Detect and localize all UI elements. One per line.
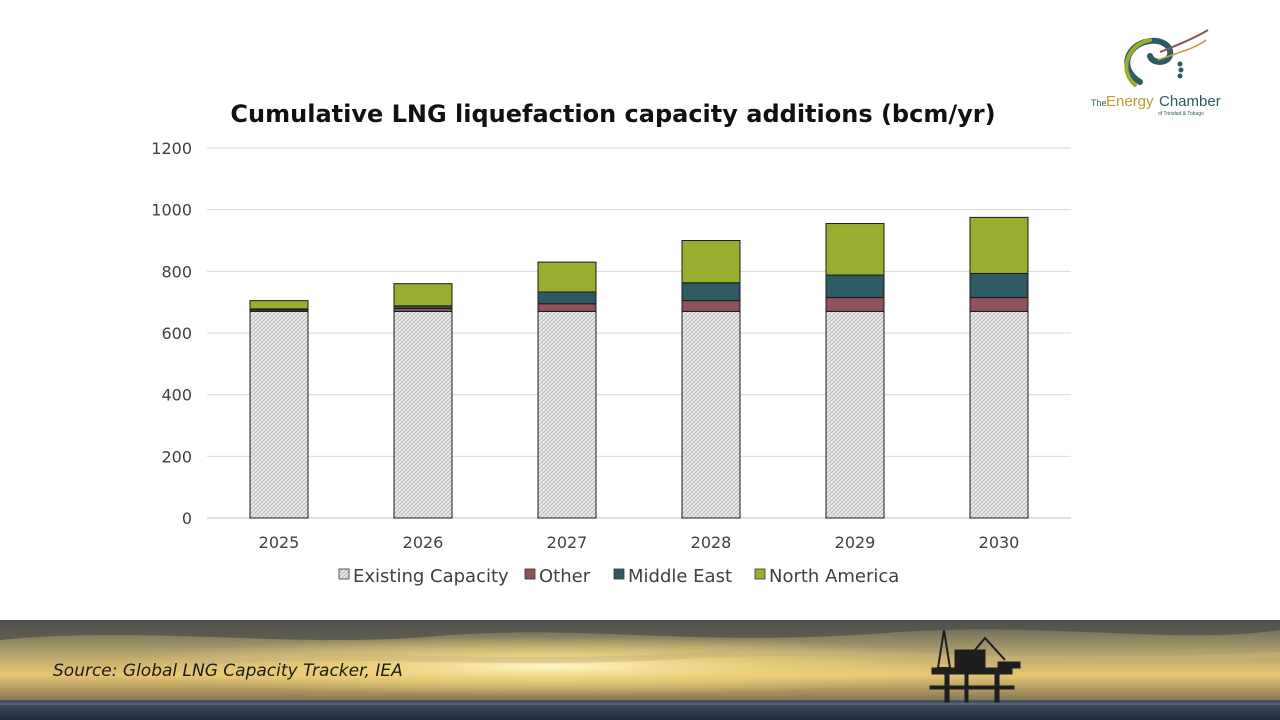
y-tick-label: 200 [161, 447, 192, 466]
footer-banner: Source: Global LNG Capacity Tracker, IEA [0, 620, 1280, 720]
legend-label-north-america: North America [769, 566, 899, 587]
source-note: Source: Global LNG Capacity Tracker, IEA [53, 661, 403, 681]
bar-segment-middle_east-2028 [681, 282, 741, 302]
bar-segment-other-2029 [825, 297, 885, 312]
x-tick-label: 2026 [403, 533, 444, 552]
legend: Existing Capacity Other Middle East Nort… [338, 566, 899, 587]
bar-segment-middle_east-2029 [825, 274, 885, 299]
x-tick-label: 2027 [547, 533, 588, 552]
y-tick-label: 1000 [151, 201, 192, 220]
bar-segment-north_america-2029 [825, 223, 885, 276]
oil-rig-icon [929, 629, 1021, 703]
x-tick-label: 2025 [259, 533, 300, 552]
bar-segment-existing-2030 [969, 310, 1029, 519]
bar-segment-existing-2029 [825, 310, 885, 519]
bar-segment-other-2030 [969, 297, 1029, 312]
x-axis-ticks: 2025 2026 2027 2028 2029 2030 [259, 533, 1020, 552]
bar-segment-middle_east-2030 [969, 272, 1029, 299]
x-tick-label: 2028 [691, 533, 732, 552]
legend-label-existing: Existing Capacity [353, 566, 509, 587]
legend-swatch-existing [338, 568, 350, 580]
bar-segment-north_america-2027 [537, 261, 597, 293]
y-tick-label: 1200 [151, 139, 192, 158]
logo-text-chamber: Chamber [1159, 93, 1221, 110]
energy-chamber-logo: The Energy Chamber of Trinidad & Tobago [1091, 29, 1221, 117]
legend-swatch-north-america [754, 568, 766, 580]
bar-segment-existing-2028 [681, 310, 741, 519]
bars [249, 216, 1029, 519]
bar-segment-north_america-2025 [249, 300, 309, 310]
bar-segment-north_america-2028 [681, 240, 741, 284]
bar-segment-north_america-2026 [393, 283, 453, 307]
x-tick-label: 2030 [979, 533, 1020, 552]
bar-segment-other-2028 [681, 300, 741, 312]
logo-text-sub: of Trinidad & Tobago [1158, 111, 1204, 117]
legend-label-middle-east: Middle East [628, 566, 732, 587]
y-tick-label: 0 [182, 509, 192, 528]
y-axis-ticks: 0 200 400 600 800 1000 1200 [151, 139, 192, 528]
x-tick-label: 2029 [835, 533, 876, 552]
bar-segment-north_america-2030 [969, 216, 1029, 274]
bar-segment-middle_east-2027 [537, 291, 597, 305]
legend-swatch-middle-east [613, 568, 625, 580]
gridlines [207, 147, 1071, 519]
bar-segment-existing-2027 [537, 310, 597, 519]
bar-segment-existing-2026 [393, 310, 453, 519]
bar-segment-existing-2025 [249, 310, 309, 519]
y-tick-label: 800 [161, 262, 192, 281]
legend-label-other: Other [539, 566, 591, 587]
legend-swatch-other [524, 568, 536, 580]
y-tick-label: 400 [161, 386, 192, 405]
y-tick-label: 600 [161, 324, 192, 343]
bar-segment-other-2027 [537, 303, 597, 312]
logo-text-energy: Energy [1106, 93, 1154, 110]
logo-text-the: The [1091, 98, 1107, 108]
chart-title: Cumulative LNG liquefaction capacity add… [230, 100, 995, 128]
